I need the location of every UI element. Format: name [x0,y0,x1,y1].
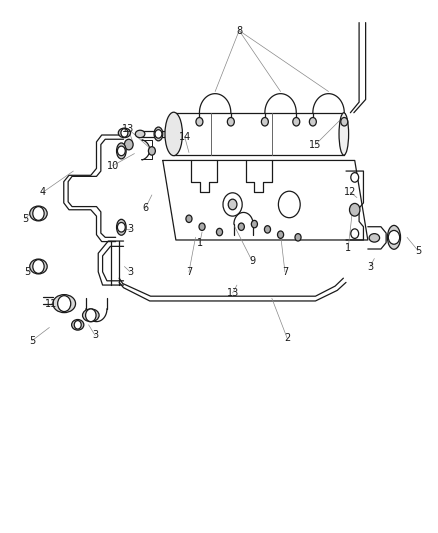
Circle shape [227,117,234,126]
Text: 10: 10 [106,161,119,171]
Ellipse shape [135,130,145,138]
Circle shape [309,117,316,126]
Circle shape [155,130,162,138]
Circle shape [57,296,71,312]
Circle shape [350,173,358,182]
Circle shape [340,117,347,126]
Circle shape [117,146,125,156]
Ellipse shape [368,233,379,242]
Text: 2: 2 [283,333,290,343]
Text: 4: 4 [40,187,46,197]
Circle shape [349,204,359,216]
Circle shape [120,128,127,137]
Circle shape [216,228,222,236]
Circle shape [278,191,300,217]
Circle shape [294,233,300,241]
Circle shape [264,225,270,233]
Circle shape [292,117,299,126]
Circle shape [251,220,257,228]
Circle shape [228,199,237,210]
Text: 12: 12 [343,187,356,197]
Circle shape [238,223,244,230]
Circle shape [185,215,191,222]
Circle shape [261,117,268,126]
Circle shape [195,117,202,126]
Ellipse shape [165,112,182,156]
Text: 1: 1 [344,243,350,253]
Text: 3: 3 [366,262,372,271]
Circle shape [223,193,242,216]
Ellipse shape [30,206,47,221]
Circle shape [388,230,399,244]
Text: 13: 13 [121,124,134,134]
Ellipse shape [116,219,126,235]
Text: 3: 3 [127,224,133,235]
Circle shape [198,223,205,230]
Circle shape [148,147,155,155]
Ellipse shape [30,259,47,274]
Circle shape [33,260,44,273]
Text: 6: 6 [142,203,148,213]
Text: 8: 8 [236,26,242,36]
Text: 5: 5 [25,267,31,277]
Ellipse shape [82,309,99,321]
Text: 7: 7 [185,267,192,277]
Text: 1: 1 [196,238,202,248]
Ellipse shape [53,295,75,313]
Ellipse shape [116,143,126,159]
Ellipse shape [118,128,130,138]
Circle shape [124,139,133,150]
Circle shape [74,320,81,329]
Text: 15: 15 [309,140,321,150]
Ellipse shape [338,113,348,155]
Text: 5: 5 [29,336,35,346]
Circle shape [117,222,125,232]
Ellipse shape [71,319,84,330]
Ellipse shape [154,127,162,141]
Text: 3: 3 [127,267,133,277]
Text: 9: 9 [249,256,255,266]
Circle shape [33,207,44,220]
Ellipse shape [387,225,399,249]
Text: 14: 14 [178,132,190,142]
Text: 13: 13 [226,288,238,298]
Circle shape [85,309,96,321]
Circle shape [277,231,283,238]
Text: 7: 7 [281,267,287,277]
Circle shape [350,229,358,238]
Text: 5: 5 [414,246,420,256]
Text: 11: 11 [45,298,57,309]
Text: 3: 3 [92,330,98,341]
Text: 5: 5 [22,214,28,224]
